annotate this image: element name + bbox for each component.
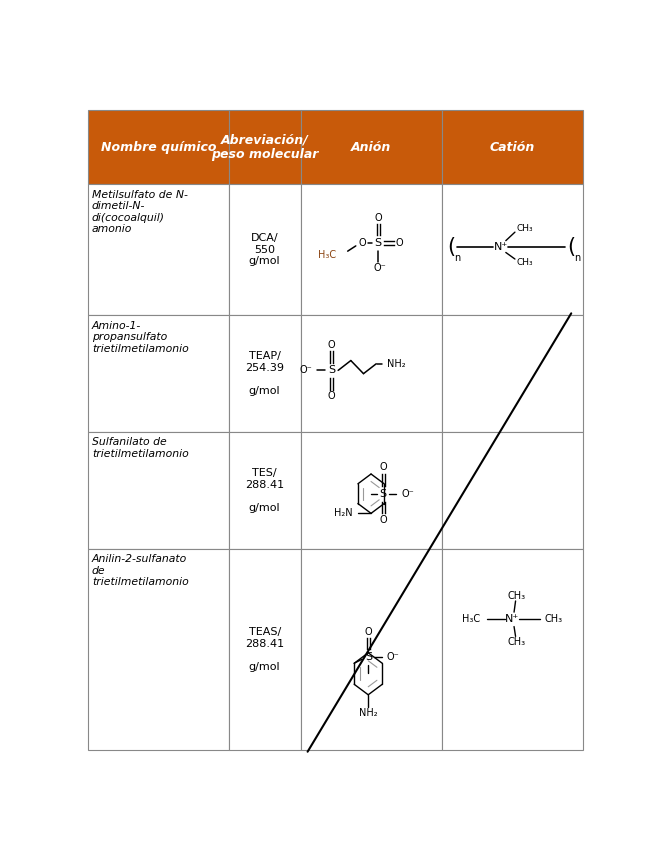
Text: N⁺: N⁺ <box>505 614 519 625</box>
Text: DCA/
550
g/mol: DCA/ 550 g/mol <box>249 233 281 267</box>
Bar <box>441 315 583 432</box>
Text: O: O <box>328 340 336 350</box>
Text: n: n <box>454 253 460 263</box>
Text: CH₃: CH₃ <box>517 224 534 233</box>
Text: TES/
288.41

g/mol: TES/ 288.41 g/mol <box>245 468 284 513</box>
Text: Anión: Anión <box>351 141 391 153</box>
Bar <box>301 549 441 751</box>
Text: n: n <box>574 253 580 263</box>
Text: O: O <box>364 627 372 637</box>
Text: O⁻: O⁻ <box>386 652 399 662</box>
Text: NH₂: NH₂ <box>359 708 377 718</box>
Text: O⁻: O⁻ <box>402 489 414 498</box>
Bar <box>229 184 301 315</box>
Bar <box>441 549 583 751</box>
Text: (: ( <box>447 237 456 256</box>
Bar <box>441 110 583 184</box>
Text: Anilin-2-sulfanato
de
trietilmetilamonio: Anilin-2-sulfanato de trietilmetilamonio <box>92 554 188 587</box>
Text: O: O <box>358 239 366 248</box>
Text: S: S <box>379 489 387 498</box>
Text: CH₃: CH₃ <box>545 614 563 625</box>
Text: H₃C: H₃C <box>462 614 481 625</box>
Text: O⁻: O⁻ <box>300 366 313 376</box>
Bar <box>301 184 441 315</box>
Bar <box>88 184 229 315</box>
Bar <box>88 549 229 751</box>
Text: H₂N: H₂N <box>334 509 353 518</box>
Text: Abreviación/
peso molecular: Abreviación/ peso molecular <box>211 133 318 161</box>
Text: Metilsulfato de N-
dimetil-N-
di(cocoalquil)
amonio: Metilsulfato de N- dimetil-N- di(cocoalq… <box>92 190 188 234</box>
Bar <box>88 110 229 184</box>
Text: H₃C: H₃C <box>318 250 337 260</box>
Bar <box>88 315 229 432</box>
Text: CH₃: CH₃ <box>507 590 525 601</box>
Bar <box>301 110 441 184</box>
Bar <box>229 315 301 432</box>
Bar <box>229 110 301 184</box>
Bar <box>441 432 583 549</box>
Bar <box>88 432 229 549</box>
Text: O⁻: O⁻ <box>373 263 387 273</box>
Bar <box>229 549 301 751</box>
Text: S: S <box>328 366 335 376</box>
Bar <box>301 315 441 432</box>
Text: S: S <box>375 239 382 248</box>
Text: Sulfanilato de
trietilmetilamonio: Sulfanilato de trietilmetilamonio <box>92 437 188 459</box>
Text: O: O <box>379 463 387 473</box>
Text: Catión: Catión <box>489 141 535 153</box>
Text: Amino-1-
propansulfato
trietilmetilamonio: Amino-1- propansulfato trietilmetilamoni… <box>92 320 188 354</box>
Text: TEAS/
288.41

g/mol: TEAS/ 288.41 g/mol <box>245 627 284 672</box>
Text: O: O <box>395 239 403 248</box>
Text: N⁺: N⁺ <box>494 242 508 251</box>
Text: O: O <box>328 391 336 401</box>
Text: Nombre químico: Nombre químico <box>101 141 216 153</box>
Text: O: O <box>374 213 382 222</box>
Text: S: S <box>365 652 372 662</box>
Text: O: O <box>379 515 387 525</box>
Text: CH₃: CH₃ <box>507 636 525 647</box>
Bar <box>301 432 441 549</box>
Text: (: ( <box>567 237 576 256</box>
Text: NH₂: NH₂ <box>387 359 406 369</box>
Text: CH₃: CH₃ <box>517 258 534 267</box>
Bar <box>229 432 301 549</box>
Bar <box>441 184 583 315</box>
Text: TEAP/
254.39

g/mol: TEAP/ 254.39 g/mol <box>245 351 284 396</box>
